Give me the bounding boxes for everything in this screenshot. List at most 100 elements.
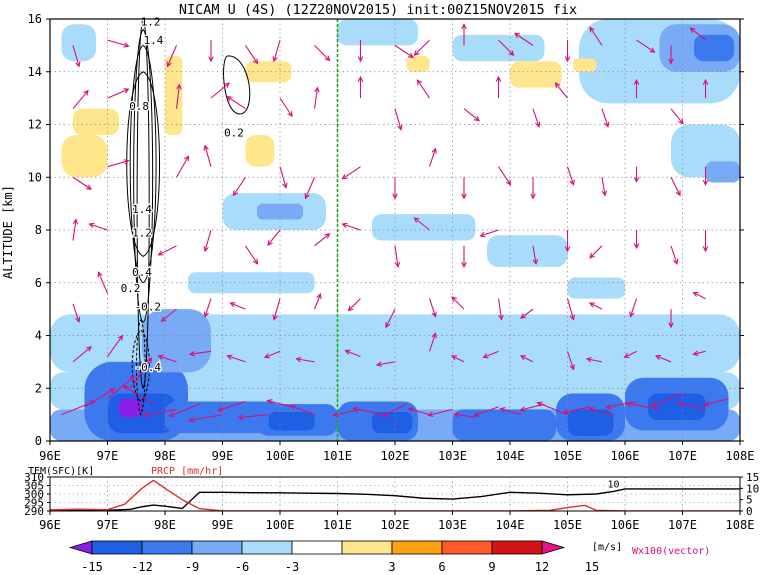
wind-vector xyxy=(72,176,93,190)
wind-vector xyxy=(188,350,212,357)
shade-cell xyxy=(119,398,142,418)
wind-vector xyxy=(160,308,177,322)
wind-vector xyxy=(532,108,541,128)
surface-x-tick-label: 96E xyxy=(39,518,61,532)
x-tick-label: 99E xyxy=(212,449,234,463)
contour-line xyxy=(223,55,251,115)
wind-vector xyxy=(530,177,536,200)
wind-vector xyxy=(107,375,136,400)
colorbar-swatch xyxy=(291,540,343,555)
tem-tick-label: 300 xyxy=(24,488,44,501)
shade-cell xyxy=(573,58,597,72)
wind-vector xyxy=(272,39,281,63)
colorbar-label: -9 xyxy=(185,560,199,574)
surface-x-tick-label: 104E xyxy=(496,518,525,532)
wind-vector xyxy=(654,354,672,363)
surface-x-tick-label: 105E xyxy=(553,518,582,532)
contour-label: 0.8 xyxy=(129,100,149,113)
prcp-tick-label: 5 xyxy=(746,494,753,507)
shade-cell xyxy=(694,34,735,62)
shade-cell xyxy=(165,401,280,434)
wind-vector xyxy=(208,40,214,63)
wind-vector xyxy=(168,403,200,418)
surface-x-tick-label: 99E xyxy=(212,518,234,532)
wind-vector xyxy=(689,27,706,41)
wind-vector xyxy=(625,401,660,410)
shade-cell xyxy=(337,19,418,46)
wind-vector xyxy=(495,75,502,99)
wind-vector xyxy=(564,230,571,253)
wind-vector xyxy=(88,222,108,231)
wind-vector xyxy=(157,245,177,256)
contour-line xyxy=(126,71,160,257)
wind-vector xyxy=(428,147,437,167)
surface-x-tick-label: 107E xyxy=(668,518,697,532)
wind-vector xyxy=(313,293,322,310)
x-tick-label: 96E xyxy=(39,449,61,463)
wind-vector xyxy=(461,23,467,46)
contour-label: 0.4 xyxy=(132,266,152,279)
colorbar-label: 12 xyxy=(535,560,549,574)
contour-line xyxy=(129,44,157,284)
wind-vector xyxy=(670,245,679,265)
wind-vector xyxy=(564,40,571,63)
wind-vector xyxy=(188,414,223,423)
colorbar-swatch xyxy=(241,540,293,555)
wind-vector xyxy=(670,108,684,125)
colorbar-swatch xyxy=(91,540,143,555)
prcp-label: PRCP [mm/hr] xyxy=(151,466,223,477)
y-tick-label: 2 xyxy=(35,381,42,395)
wind-vector xyxy=(633,166,640,183)
wind-vector xyxy=(588,302,603,310)
y-tick-label: 6 xyxy=(35,276,42,290)
main-panel: 1.21.40.80.21.41.20.40.2-0.2-0.4 96E 97E 9… xyxy=(1,12,754,463)
wind-vector xyxy=(670,177,681,197)
wind-vector xyxy=(347,298,361,312)
x-tick-label: 104E xyxy=(496,449,525,463)
shade-cell xyxy=(487,235,568,267)
wind-vector xyxy=(536,401,568,416)
wind-vector xyxy=(72,45,81,68)
wind-vector xyxy=(413,39,430,56)
wind-vector xyxy=(428,332,437,352)
surface-panel: 96E 97E 98E 99E 100E 101E 102E 103E 104E 105E 106E… xyxy=(24,466,759,532)
surface-x-tick-label: 103E xyxy=(438,518,467,532)
wind-vector xyxy=(588,406,614,416)
wind-vector xyxy=(295,356,315,363)
x-tick-label: 103E xyxy=(438,449,467,463)
wind-vector xyxy=(499,407,522,416)
wind-vector xyxy=(461,245,467,269)
wind-vector xyxy=(385,308,396,329)
wind-vector xyxy=(427,408,453,418)
shade-cell xyxy=(61,24,96,62)
y-tick-label: 12 xyxy=(28,118,42,132)
shade-cell xyxy=(372,411,413,434)
contour-label: 0.2 xyxy=(121,282,141,295)
wind-vector xyxy=(513,32,534,46)
wind-vector xyxy=(203,298,212,318)
wind-vector xyxy=(605,400,637,410)
wind-vector xyxy=(267,229,281,246)
y-tick-label: 10 xyxy=(28,170,42,184)
wind-vector xyxy=(314,233,331,247)
surface-grid xyxy=(50,477,740,511)
wind-vector xyxy=(122,385,154,405)
prcp-series-line xyxy=(50,479,740,511)
wind-vector xyxy=(623,350,637,358)
wind-vector xyxy=(633,230,640,250)
shade-cell xyxy=(567,409,614,436)
tem-label: TEM(SFC)[K] xyxy=(28,466,94,477)
shade-cell xyxy=(165,55,183,136)
wind-vector xyxy=(562,406,591,415)
wind-vector xyxy=(304,177,316,200)
wind-vector xyxy=(84,388,116,408)
colorbar-unit: [m/s] xyxy=(592,542,622,553)
wind-vector xyxy=(107,39,130,48)
colorbar-label: -15 xyxy=(81,560,103,574)
shade-cell xyxy=(452,409,556,441)
wind-vector xyxy=(289,404,315,416)
wind-vector xyxy=(463,108,480,122)
wind-vector xyxy=(633,78,640,99)
chart-title: NICAM U (4S) (12Z20NOV2015) init:00Z15NO… xyxy=(179,2,577,18)
